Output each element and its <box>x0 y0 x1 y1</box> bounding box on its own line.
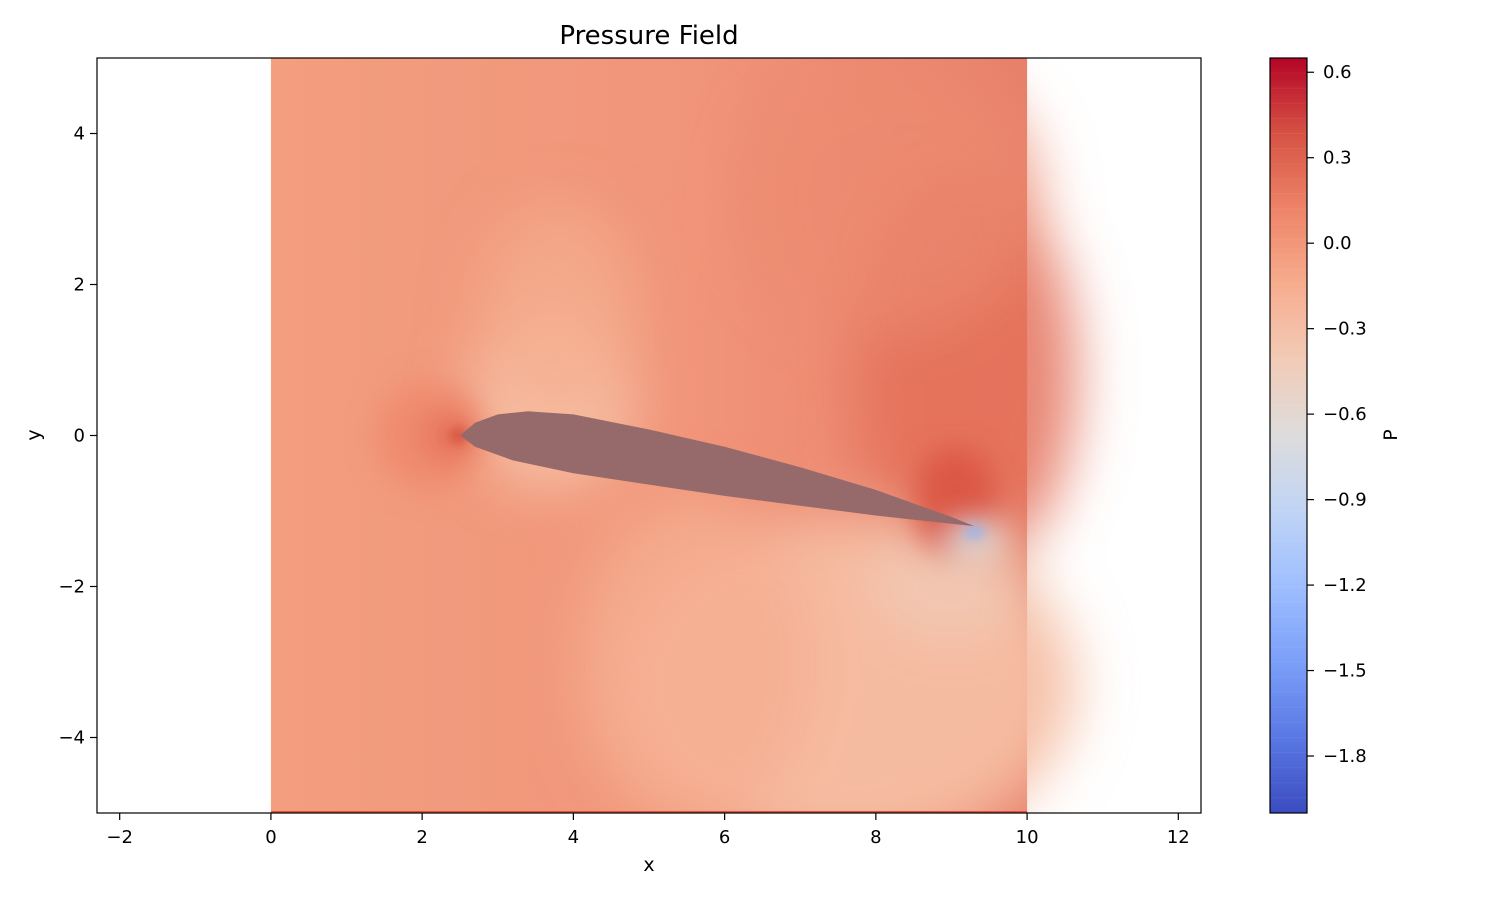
field-upper-zone <box>741 58 1041 334</box>
colorbar-tick-label: 0.0 <box>1323 233 1352 254</box>
colorbar-ticks: 0.6 0.3 0.0 −0.3 −0.6 −0.9 −1.2 −1.5 −1.8 <box>1307 62 1367 767</box>
x-tick-label: 6 <box>719 827 730 848</box>
field-tip-low <box>964 526 985 539</box>
y-tick-label: −4 <box>58 728 85 749</box>
colorbar-gradient <box>1270 58 1307 813</box>
y-axis: −4 −2 0 2 4 <box>58 124 97 749</box>
y-tick-label: −2 <box>58 577 85 598</box>
y-tick-label: 2 <box>74 275 85 296</box>
colorbar-label: P <box>1380 429 1402 440</box>
x-tick-label: 0 <box>265 827 276 848</box>
colorbar-tick-label: −1.8 <box>1323 746 1367 767</box>
x-axis: −2 0 2 4 6 8 10 12 <box>106 813 1190 848</box>
airfoil-body <box>460 411 975 527</box>
colorbar-tick-label: −0.6 <box>1323 404 1367 425</box>
colorbar-tick-label: −0.9 <box>1323 490 1367 511</box>
colorbar-tick-label: 0.6 <box>1323 62 1352 83</box>
x-tick-label: 10 <box>1016 827 1039 848</box>
plot-area <box>96 57 1202 814</box>
x-tick-label: 12 <box>1167 827 1190 848</box>
y-axis-label: y <box>23 429 45 440</box>
x-tick-label: 2 <box>416 827 427 848</box>
field-stagnation-point <box>450 427 467 444</box>
field-suction-halo <box>478 204 639 425</box>
x-axis-label: x <box>643 854 654 876</box>
colorbar-frame <box>1269 57 1308 814</box>
colorbar-tick-label: 0.3 <box>1323 148 1352 169</box>
field-stagnation-core <box>422 409 475 462</box>
colorbar-tick-label: −1.2 <box>1323 575 1367 596</box>
colorbar-tick-label: −0.3 <box>1323 319 1367 340</box>
colorbar-tick-label: −1.5 <box>1323 661 1367 682</box>
field-bottom-edge <box>270 811 1028 813</box>
y-tick-label: 0 <box>74 426 85 447</box>
chart-title: Pressure Field <box>559 21 738 51</box>
x-tick-label: −2 <box>106 827 133 848</box>
field-lower-zone <box>574 492 815 813</box>
colorbar-bands <box>1270 72 1307 799</box>
x-tick-label: 8 <box>870 827 881 848</box>
x-tick-label: 4 <box>568 827 579 848</box>
y-tick-label: 4 <box>74 124 85 145</box>
colorbar: 0.6 0.3 0.0 −0.3 −0.6 −0.9 −1.2 −1.5 −1.8 P <box>1269 57 1402 814</box>
field-trailing-low-halo <box>946 523 1003 560</box>
